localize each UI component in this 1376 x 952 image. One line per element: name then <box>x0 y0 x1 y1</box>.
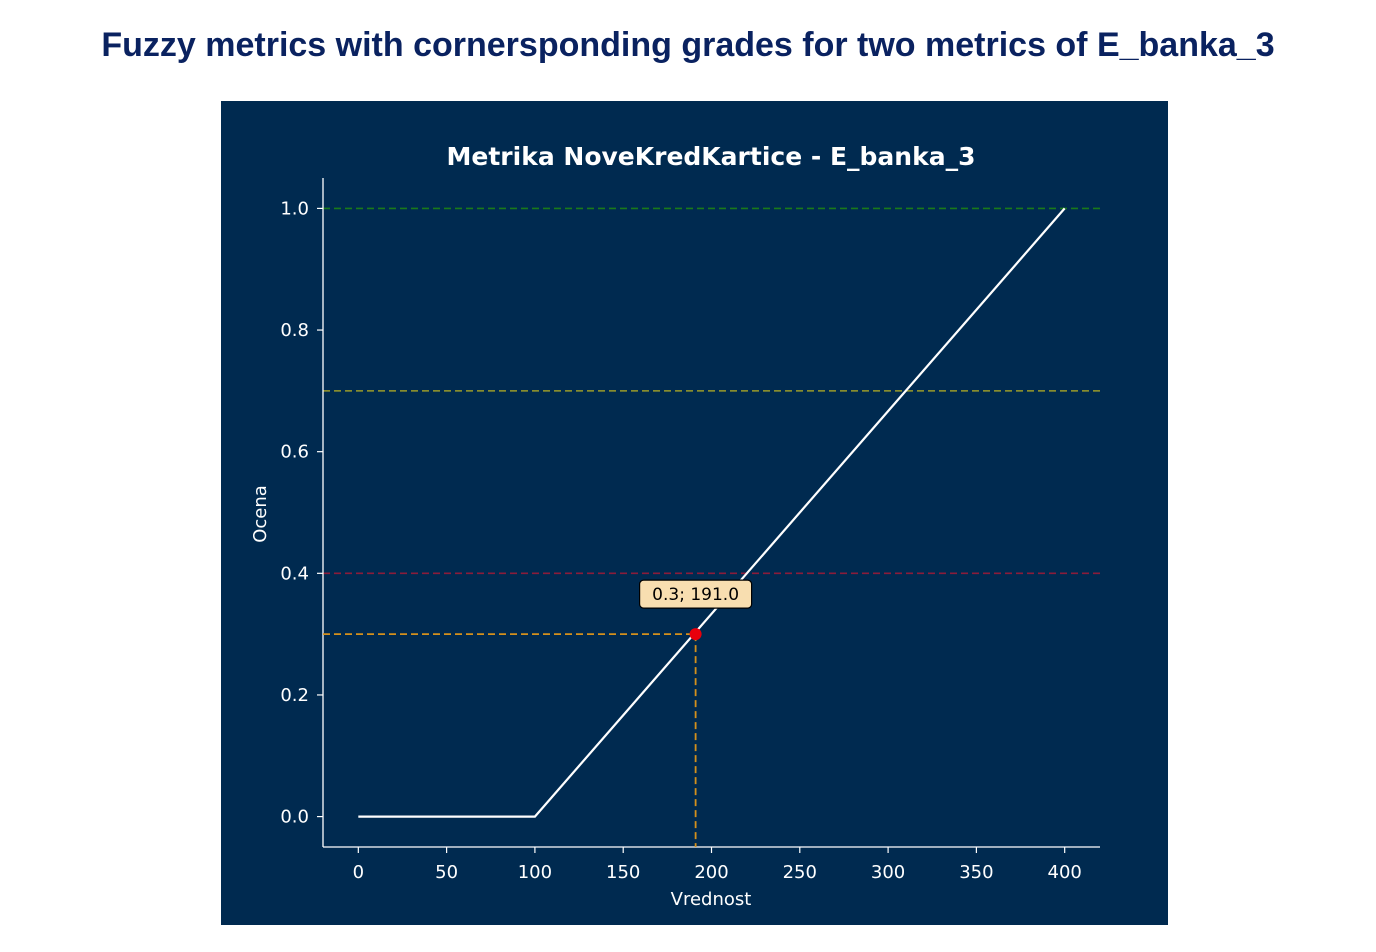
y-tick-label-2: 0.4 <box>280 563 309 584</box>
y-tick-label-0: 0.0 <box>280 807 309 828</box>
y-tick-label-1: 0.2 <box>280 685 309 706</box>
y-tick-label-5: 1.0 <box>280 198 309 219</box>
x-tick-label-3: 150 <box>606 862 640 883</box>
x-tick-label-8: 400 <box>1048 862 1082 883</box>
chart-panel: Metrika NoveKredKartice - E_banka_3 Vred… <box>221 101 1168 925</box>
x-tick-label-5: 250 <box>783 862 817 883</box>
x-tick-label-7: 350 <box>959 862 993 883</box>
highlight-point <box>689 628 702 641</box>
plot-area: 0 50 100 150 200 250 300 350 400 0.0 0.2 0.4 0.6 0.8 1… <box>280 178 1100 883</box>
x-tick-label-0: 0 <box>353 862 364 883</box>
y-tick-label-3: 0.6 <box>280 442 309 463</box>
annotation-label: 0.3; 191.0 <box>652 585 739 605</box>
slide-title: Fuzzy metrics with cornersponding grades… <box>101 26 1275 64</box>
fuzzy-metric-chart: Metrika NoveKredKartice - E_banka_3 Vred… <box>250 142 1100 910</box>
x-tick-label-2: 100 <box>518 862 552 883</box>
chart-title: Metrika NoveKredKartice - E_banka_3 <box>447 142 976 171</box>
x-tick-label-6: 300 <box>871 862 905 883</box>
annotation-box <box>639 579 753 609</box>
y-axis-label: Ocena <box>250 485 271 543</box>
x-tick-label-4: 200 <box>694 862 728 883</box>
y-tick-label-4: 0.8 <box>280 320 309 341</box>
x-tick-label-1: 50 <box>435 862 458 883</box>
x-axis-label: Vrednost <box>671 889 752 910</box>
series-line-0 <box>358 207 1066 818</box>
